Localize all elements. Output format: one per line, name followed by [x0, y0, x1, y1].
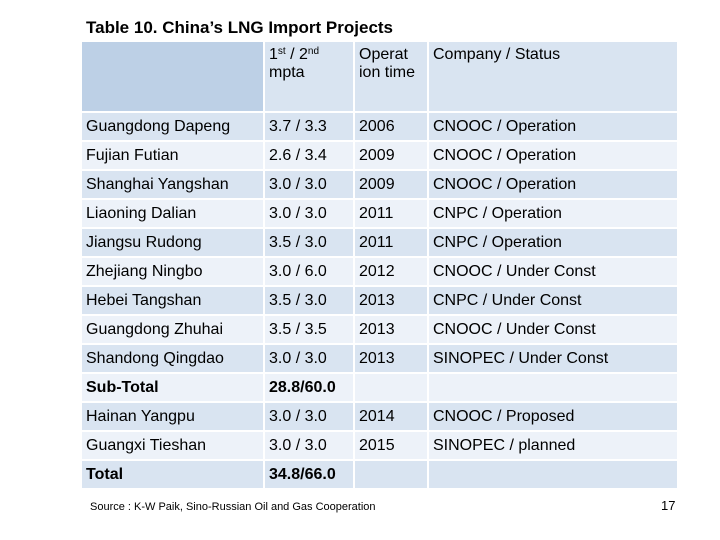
- cell-capacity: 34.8/66.0: [264, 460, 355, 490]
- cell-year: 2013: [354, 344, 429, 374]
- table-row: Guangdong Dapeng 3.7 / 3.3 2006 CNOOC / …: [82, 112, 679, 142]
- cell-year: 2009: [354, 141, 429, 171]
- cell-year: [354, 460, 429, 490]
- table-row: Liaoning Dalian 3.0 / 3.0 2011 CNPC / Op…: [82, 199, 679, 229]
- cell-status: CNOOC / Under Const: [428, 315, 679, 345]
- cell-year: 2013: [354, 315, 429, 345]
- cell-year: [354, 373, 429, 403]
- cell-capacity: 3.5 / 3.0: [264, 228, 355, 258]
- cell-capacity: 3.5 / 3.0: [264, 286, 355, 316]
- cell-project: Guangxi Tieshan: [82, 431, 265, 461]
- cell-status: SINOPEC / planned: [428, 431, 679, 461]
- cell-capacity: 2.6 / 3.4: [264, 141, 355, 171]
- page-number: 17: [661, 498, 676, 513]
- header-capacity: 1st / 2nd mpta: [264, 42, 355, 113]
- table-row: Hebei Tangshan 3.5 / 3.0 2013 CNPC / Und…: [82, 286, 679, 316]
- source-note: Source : K-W Paik, Sino-Russian Oil and …: [90, 501, 376, 513]
- cell-status: CNPC / Operation: [428, 199, 679, 229]
- cell-status: SINOPEC / Under Const: [428, 344, 679, 374]
- lng-projects-table: 1st / 2nd mpta Operat ion time Company / …: [82, 42, 679, 490]
- cell-status: CNOOC / Operation: [428, 170, 679, 200]
- table-header-row: 1st / 2nd mpta Operat ion time Company / …: [82, 42, 679, 113]
- cell-project: Zhejiang Ningbo: [82, 257, 265, 287]
- cell-project: Total: [82, 460, 265, 490]
- table-row: Jiangsu Rudong 3.5 / 3.0 2011 CNPC / Ope…: [82, 228, 679, 258]
- header-company-status: Company / Status: [428, 42, 679, 113]
- cell-year: 2011: [354, 228, 429, 258]
- cell-year: 2009: [354, 170, 429, 200]
- cell-status: CNPC / Operation: [428, 228, 679, 258]
- cell-project: Shanghai Yangshan: [82, 170, 265, 200]
- table-row: Shandong Qingdao 3.0 / 3.0 2013 SINOPEC …: [82, 344, 679, 374]
- cell-capacity: 3.0 / 3.0: [264, 199, 355, 229]
- cell-project: Hebei Tangshan: [82, 286, 265, 316]
- cell-capacity: 3.0 / 3.0: [264, 402, 355, 432]
- table-row: Zhejiang Ningbo 3.0 / 6.0 2012 CNOOC / U…: [82, 257, 679, 287]
- table-row: Fujian Futian 2.6 / 3.4 2009 CNOOC / Ope…: [82, 141, 679, 171]
- cell-status: CNOOC / Proposed: [428, 402, 679, 432]
- table-title: Table 10. China’s LNG Import Projects: [86, 18, 394, 37]
- cell-year: 2015: [354, 431, 429, 461]
- cell-capacity: 28.8/60.0: [264, 373, 355, 403]
- cell-status: [428, 460, 679, 490]
- table-row: Guangdong Zhuhai 3.5 / 3.5 2013 CNOOC / …: [82, 315, 679, 345]
- cell-year: 2014: [354, 402, 429, 432]
- table-row: Hainan Yangpu 3.0 / 3.0 2014 CNOOC / Pro…: [82, 402, 679, 432]
- total-row: Total 34.8/66.0: [82, 460, 679, 490]
- subtotal-row: Sub-Total 28.8/60.0: [82, 373, 679, 403]
- cell-status: CNOOC / Operation: [428, 112, 679, 142]
- cell-year: 2012: [354, 257, 429, 287]
- table-row: Shanghai Yangshan 3.0 / 3.0 2009 CNOOC /…: [82, 170, 679, 200]
- cell-year: 2013: [354, 286, 429, 316]
- cell-project: Guangdong Dapeng: [82, 112, 265, 142]
- cell-project: Shandong Qingdao: [82, 344, 265, 374]
- table-row: Guangxi Tieshan 3.0 / 3.0 2015 SINOPEC /…: [82, 431, 679, 461]
- cell-project: Sub-Total: [82, 373, 265, 403]
- header-operation-time: Operat ion time: [354, 42, 429, 113]
- cell-capacity: 3.0 / 3.0: [264, 344, 355, 374]
- cell-project: Jiangsu Rudong: [82, 228, 265, 258]
- cell-project: Hainan Yangpu: [82, 402, 265, 432]
- cell-status: CNOOC / Operation: [428, 141, 679, 171]
- cell-project: Guangdong Zhuhai: [82, 315, 265, 345]
- cell-capacity: 3.5 / 3.5: [264, 315, 355, 345]
- cell-status: CNOOC / Under Const: [428, 257, 679, 287]
- cell-project: Liaoning Dalian: [82, 199, 265, 229]
- cell-status: CNPC / Under Const: [428, 286, 679, 316]
- cell-project: Fujian Futian: [82, 141, 265, 171]
- cell-capacity: 3.0 / 6.0: [264, 257, 355, 287]
- header-project: [82, 42, 265, 113]
- cell-capacity: 3.7 / 3.3: [264, 112, 355, 142]
- cell-status: [428, 373, 679, 403]
- cell-capacity: 3.0 / 3.0: [264, 170, 355, 200]
- cell-capacity: 3.0 / 3.0: [264, 431, 355, 461]
- cell-year: 2006: [354, 112, 429, 142]
- cell-year: 2011: [354, 199, 429, 229]
